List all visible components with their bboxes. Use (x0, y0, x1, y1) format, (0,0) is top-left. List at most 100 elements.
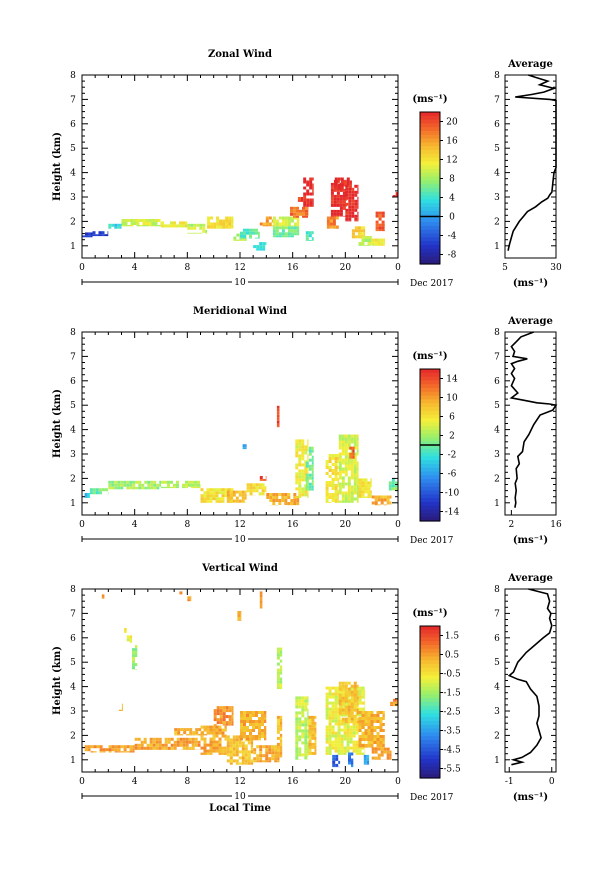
heatmap-cell (296, 499, 300, 502)
colorbar-segment (420, 146, 440, 151)
heatmap-cell (225, 724, 229, 726)
heatmap-cell (379, 741, 383, 744)
heatmap-cell (264, 714, 267, 717)
heatmap-cell (261, 723, 264, 726)
heatmap-cell (304, 466, 308, 470)
heatmap-cell (295, 732, 299, 736)
heatmap-cell (352, 746, 356, 750)
heatmap-cell (347, 708, 351, 712)
heatmap-cell (311, 464, 314, 468)
heatmap-cell (240, 738, 243, 741)
heatmap-cell (307, 732, 309, 736)
colorbar-segment (420, 184, 440, 189)
heatmap-cell (164, 740, 168, 744)
heatmap-cell (361, 245, 365, 246)
heatmap-cell (341, 461, 345, 465)
y-tick-label: 1 (70, 756, 76, 766)
heatmap-cell (240, 234, 243, 238)
heatmap-cell (287, 226, 291, 230)
heatmap-cell (216, 222, 220, 226)
heatmap-cell (202, 223, 206, 227)
heatmap-cell (331, 472, 335, 475)
heatmap-cell (305, 237, 309, 241)
heatmap-cell (341, 720, 345, 724)
colorbar-segment (420, 652, 440, 657)
heatmap-cell (226, 753, 230, 757)
heatmap-cell (293, 216, 297, 220)
heatmap-cell (339, 206, 343, 210)
heatmap-cell (352, 740, 356, 744)
heatmap-cell (111, 748, 115, 752)
heatmap-cell (250, 741, 254, 745)
heatmap-cell (259, 222, 263, 226)
heatmap-cell (290, 499, 294, 502)
heatmap-cell (298, 439, 302, 443)
heatmap-cell (325, 701, 329, 705)
heatmap-cell (331, 725, 335, 729)
heatmap-cell (249, 717, 252, 720)
heatmap-cell (213, 222, 217, 226)
heatmap-cell (333, 203, 337, 207)
heatmap-cell (357, 232, 361, 236)
heatmap-cell (381, 214, 385, 218)
heatmap-cell (328, 752, 332, 755)
heatmap-cell (305, 473, 309, 477)
heatmap-cell (276, 745, 280, 749)
heatmap-cell (350, 485, 354, 489)
heatmap-cell (160, 222, 161, 225)
heatmap-cell (126, 635, 130, 639)
heatmap-cell (345, 187, 349, 191)
heatmap-cell (298, 472, 302, 476)
colorbar-tick-label: 16 (446, 137, 458, 147)
heatmap-cell (241, 762, 245, 765)
heatmap-cell (210, 225, 214, 229)
heatmap-cell (370, 723, 374, 726)
colorbar-segment (420, 766, 440, 771)
heatmap-cell (337, 493, 339, 496)
heatmap-cell (264, 489, 267, 493)
heatmap-cell (314, 739, 317, 743)
heatmap-patch (132, 645, 138, 670)
heatmap-cell (95, 488, 99, 492)
heatmap-cell (347, 458, 351, 462)
heatmap-cell (197, 486, 200, 489)
heatmap-cell (276, 671, 280, 675)
heatmap-cell (361, 752, 365, 755)
heatmap-cell (337, 731, 341, 735)
heatmap-cell (281, 222, 285, 226)
heatmap-cell (173, 486, 176, 489)
colorbar-segment (420, 509, 440, 514)
heatmap-cell (244, 762, 248, 765)
heatmap-cell (114, 223, 118, 227)
heatmap-cell (307, 454, 309, 458)
heatmap-cell (371, 241, 375, 245)
heatmap-cell (386, 753, 390, 757)
x-tick-label: 16 (287, 520, 299, 530)
heatmap-cell (382, 729, 385, 732)
heatmap-cell (232, 747, 236, 751)
heatmap-cell (353, 461, 357, 465)
heatmap-cell (354, 208, 358, 212)
heatmap-cell (301, 463, 305, 467)
heatmap-cell (343, 734, 347, 738)
heatmap-cell (328, 469, 332, 472)
heatmap-cell (382, 714, 385, 717)
heatmap-cell (341, 696, 345, 700)
heatmap-cell (355, 713, 359, 717)
heatmap-cell (126, 480, 130, 484)
heatmap-cell (229, 499, 233, 503)
heatmap-cell (259, 745, 263, 749)
heatmap-cell (338, 760, 341, 764)
day-label-bg (232, 277, 248, 287)
heatmap-cell (334, 749, 338, 753)
heatmap-cell (298, 735, 302, 739)
heatmap-cell (347, 717, 351, 721)
heatmap-cell (340, 177, 344, 181)
heatmap-cell (225, 706, 229, 710)
colorbar-segment (420, 407, 440, 412)
heatmap-cell (279, 736, 283, 740)
heatmap-cell (275, 229, 279, 233)
heatmap-cell (367, 747, 371, 748)
heatmap-cell (215, 491, 219, 495)
heatmap-cell (356, 461, 359, 465)
